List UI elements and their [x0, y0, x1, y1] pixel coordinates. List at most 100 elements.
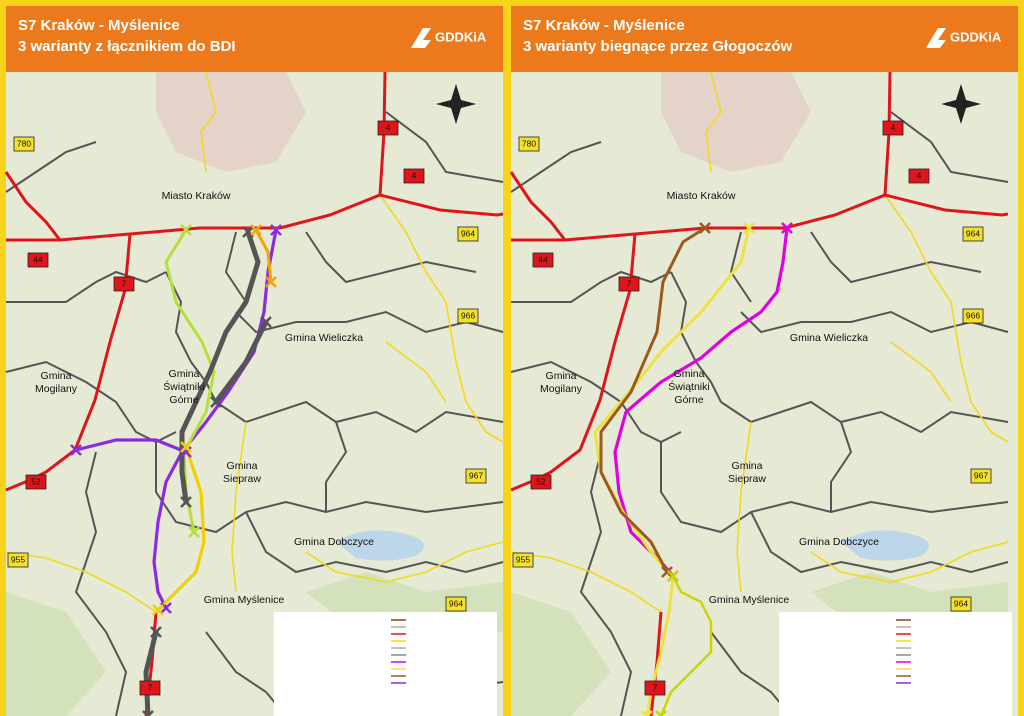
regional-road: [231, 421, 247, 593]
municipal-boundary: [155, 442, 504, 534]
road-shield: [445, 596, 467, 612]
lake: [336, 530, 424, 561]
road-number: 780: [522, 138, 536, 148]
municipal-boundary: [890, 111, 1009, 183]
regional-road: [379, 194, 504, 443]
municipality-label: Gmina Dobczyce: [294, 536, 374, 548]
expressway: [6, 193, 504, 242]
logo-icon: [926, 28, 946, 48]
municipality-label: Gmina: [169, 368, 200, 380]
municipality-label: Gmina: [227, 460, 258, 472]
road-number: 4: [412, 170, 417, 180]
panel-title: S7 Kraków - Myślenice: [523, 17, 685, 34]
municipality-label: Siepraw: [223, 473, 261, 485]
municipal-boundary: [385, 111, 504, 183]
junction: [270, 224, 282, 236]
municipality-label: Gmina: [674, 368, 705, 380]
junction: [180, 441, 192, 453]
municipal-boundary: [729, 231, 752, 303]
junction: [180, 224, 192, 236]
junction: [781, 222, 793, 234]
junction: [743, 222, 755, 234]
road-shield: [113, 276, 135, 292]
municipal-boundary: [245, 511, 504, 574]
regional-road: [200, 71, 217, 173]
municipality-label: Mogilany: [35, 383, 78, 395]
municipal-boundary: [6, 270, 167, 303]
road-number: 4: [891, 122, 896, 132]
road-number: 964: [449, 598, 463, 608]
compass: [941, 84, 981, 124]
panel: S7 Kraków - Myślenice 3 warianty biegnące…: [509, 6, 1018, 716]
road-number: 44: [33, 254, 43, 264]
municipality-label: Świątniki: [668, 380, 709, 393]
road-shield: [465, 468, 487, 484]
municipality-label: Mogilany: [540, 383, 583, 395]
junction: [641, 710, 653, 716]
road-number: 964: [461, 228, 475, 238]
road-shield: [882, 120, 904, 136]
road-number: 4: [917, 170, 922, 180]
municipal-boundary: [660, 442, 1009, 534]
road-shield: [25, 474, 47, 490]
panel-subtitle: 3 warianty biegnące przez Głogoczów: [523, 38, 793, 55]
expressway: [4, 171, 62, 241]
road-number: 7: [148, 682, 153, 692]
municipality-label: Gmina Wieliczka: [285, 332, 363, 344]
panel: S7 Kraków - Myślenice 3 warianty z łączni…: [4, 6, 504, 716]
junction: [667, 570, 679, 582]
junction: [188, 526, 200, 538]
road-shield: [970, 468, 992, 484]
municipal-boundary: [224, 231, 247, 303]
junction: [250, 224, 262, 236]
junction: [655, 710, 667, 716]
road-shield: [457, 308, 479, 324]
road-shield: [532, 252, 554, 268]
municipal-boundary: [750, 511, 1009, 574]
junction: [265, 276, 277, 288]
junction: [152, 604, 164, 616]
road-shield: [950, 596, 972, 612]
junction: [150, 626, 162, 638]
municipal-boundary: [511, 270, 672, 303]
road-shield: [139, 680, 161, 696]
regional-road: [305, 541, 504, 583]
road-number: 967: [974, 470, 988, 480]
municipality-label: Górne: [169, 394, 198, 406]
route-variant: [613, 226, 789, 578]
municipal-boundary: [325, 421, 348, 512]
road-shield: [908, 168, 930, 184]
road-number: 967: [469, 470, 483, 480]
route-variant: [213, 319, 269, 405]
municipal-boundary: [830, 421, 853, 512]
route-variant: [152, 228, 278, 610]
legend-box: [779, 612, 1012, 716]
road-shield: [13, 136, 35, 152]
panel-title: S7 Kraków - Myślenice: [18, 17, 180, 34]
municipality-label: Miasto Kraków: [667, 190, 736, 202]
logo-text: GDDKiA: [435, 29, 487, 44]
junction: [210, 396, 222, 408]
municipal-boundary: [810, 231, 982, 284]
road-number: 955: [11, 554, 25, 564]
road-shield: [27, 252, 49, 268]
road-number: 52: [31, 476, 41, 486]
panel-subtitle: 3 warianty z łącznikiem do BDI: [18, 38, 236, 55]
municipal-boundary: [670, 271, 722, 403]
road-shield: [403, 168, 425, 184]
junction: [699, 222, 711, 234]
route-variant: [659, 574, 713, 716]
expressway: [509, 171, 567, 241]
regional-road: [890, 341, 952, 403]
road-number: 7: [122, 278, 127, 288]
regional-road: [510, 551, 662, 613]
municipal-boundary: [740, 310, 1009, 334]
road-shield: [377, 120, 399, 136]
road-shield: [457, 226, 479, 242]
road-number: 964: [954, 598, 968, 608]
municipal-boundary: [579, 451, 633, 716]
road-shield: [512, 552, 534, 568]
municipality-label: Gmina Myślenice: [204, 594, 285, 606]
